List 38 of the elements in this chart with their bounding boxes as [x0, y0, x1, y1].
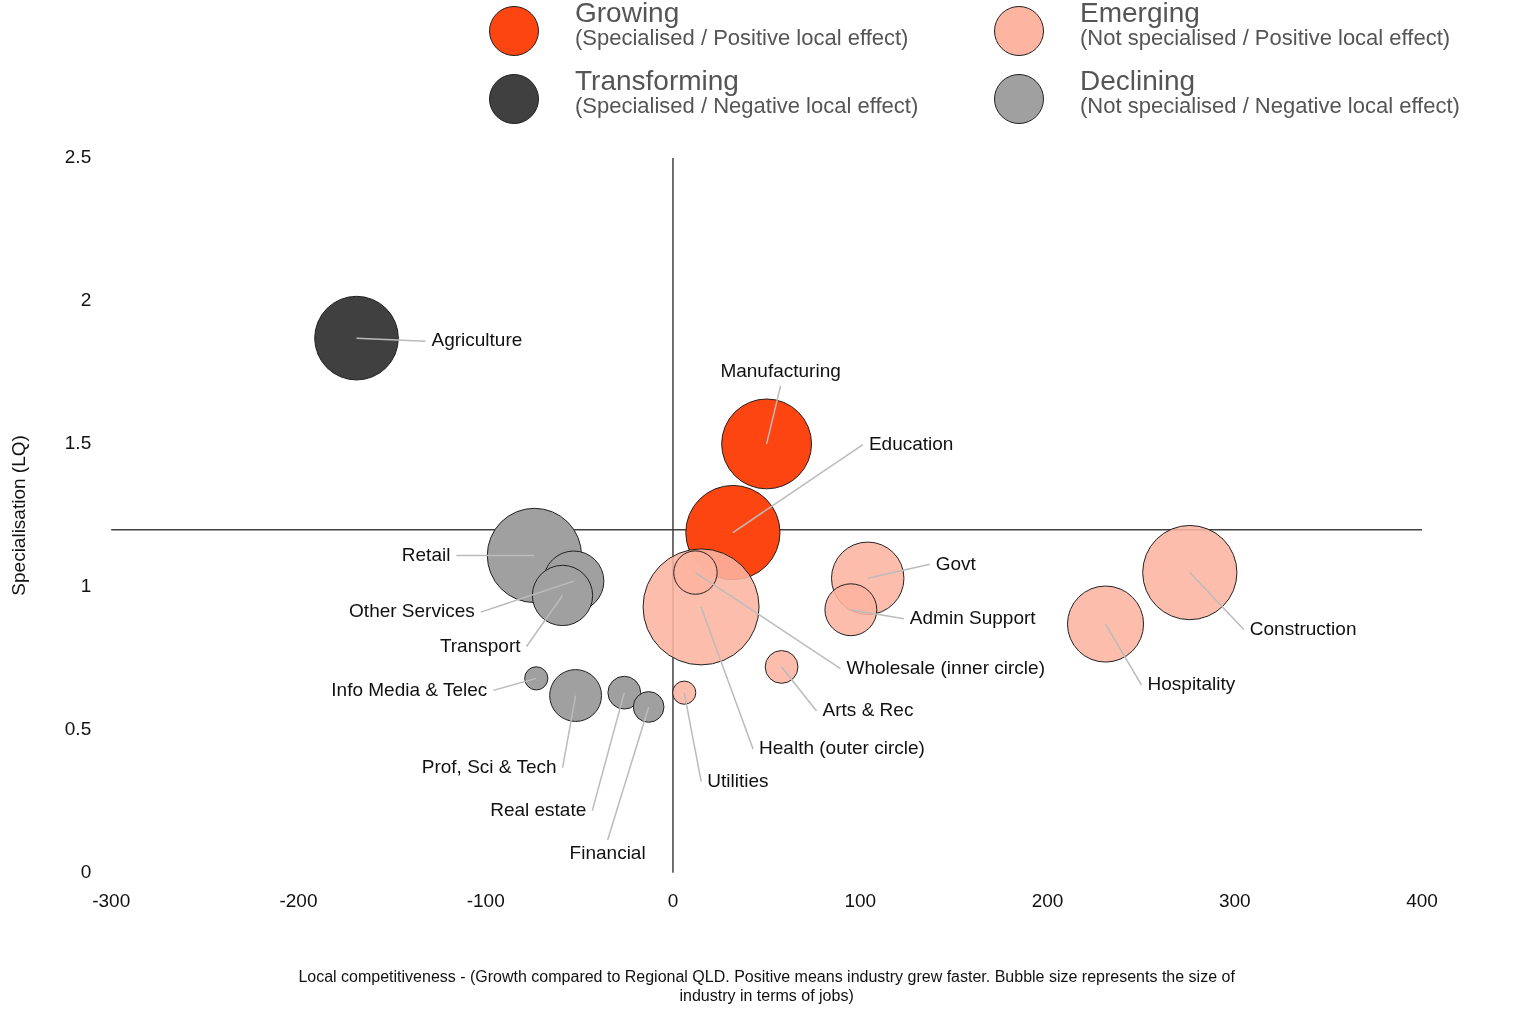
x-tick-label: -200: [279, 890, 318, 912]
legend-label: Growing (Specialised / Positive local effect): [575, 0, 910, 50]
annotation: Manufacturing: [720, 360, 841, 382]
annotation: Utilities: [707, 769, 769, 791]
annotation: Prof, Sci & Tech: [421, 755, 557, 777]
annotation: Construction: [1249, 617, 1357, 639]
annotation: Transport: [439, 634, 522, 656]
y-tick-label: 2.5: [64, 146, 92, 168]
x-tick-label: -300: [92, 890, 131, 912]
annotation: Govt: [935, 552, 977, 574]
y-tick-label: 2: [80, 289, 92, 311]
annotation: Education: [868, 432, 954, 454]
annotation: Retail: [401, 543, 451, 565]
x-tick-label: 300: [1218, 890, 1251, 912]
annotation: Other Services: [349, 600, 475, 622]
annotation: Info Media & Telec: [331, 678, 488, 700]
annotation: Real estate: [490, 798, 587, 820]
annotation: Arts & Rec: [822, 699, 914, 721]
x-tick-label: 100: [844, 890, 877, 912]
x-tick-label: 0: [667, 890, 679, 912]
annotation: Health (outer circle): [759, 737, 925, 759]
y-tick-label: 0: [80, 861, 92, 883]
y-tick-label: 1.5: [64, 432, 92, 454]
annotation: Agriculture: [431, 329, 523, 351]
legend-label: Declining (Not specialised / Negative local effect): [1080, 65, 1461, 118]
x-tick-label: 400: [1406, 890, 1438, 912]
y-axis-title: Specialisation (LQ): [7, 435, 29, 596]
annotation: Financial: [569, 842, 646, 864]
y-tick-label: 0.5: [64, 718, 92, 740]
x-axis-title: Local competitiveness - (Growth compared to Regional QLD. Positive means industry grew faster. Bubble size represents the size of industry in terms of jobs): [298, 967, 1236, 1004]
x-tick-label: 200: [1031, 890, 1064, 912]
legend-label: Transforming (Specialised / Negative local effect): [575, 65, 920, 118]
annotation: Admin Support: [909, 606, 1037, 628]
y-tick-label: 1: [80, 575, 92, 597]
x-tick-label: -100: [466, 890, 505, 912]
legend-label: Emerging (Not specialised / Positive local effect): [1080, 0, 1452, 50]
annotation: Hospitality: [1147, 673, 1236, 695]
annotation: Wholesale (inner circle): [846, 656, 1045, 678]
